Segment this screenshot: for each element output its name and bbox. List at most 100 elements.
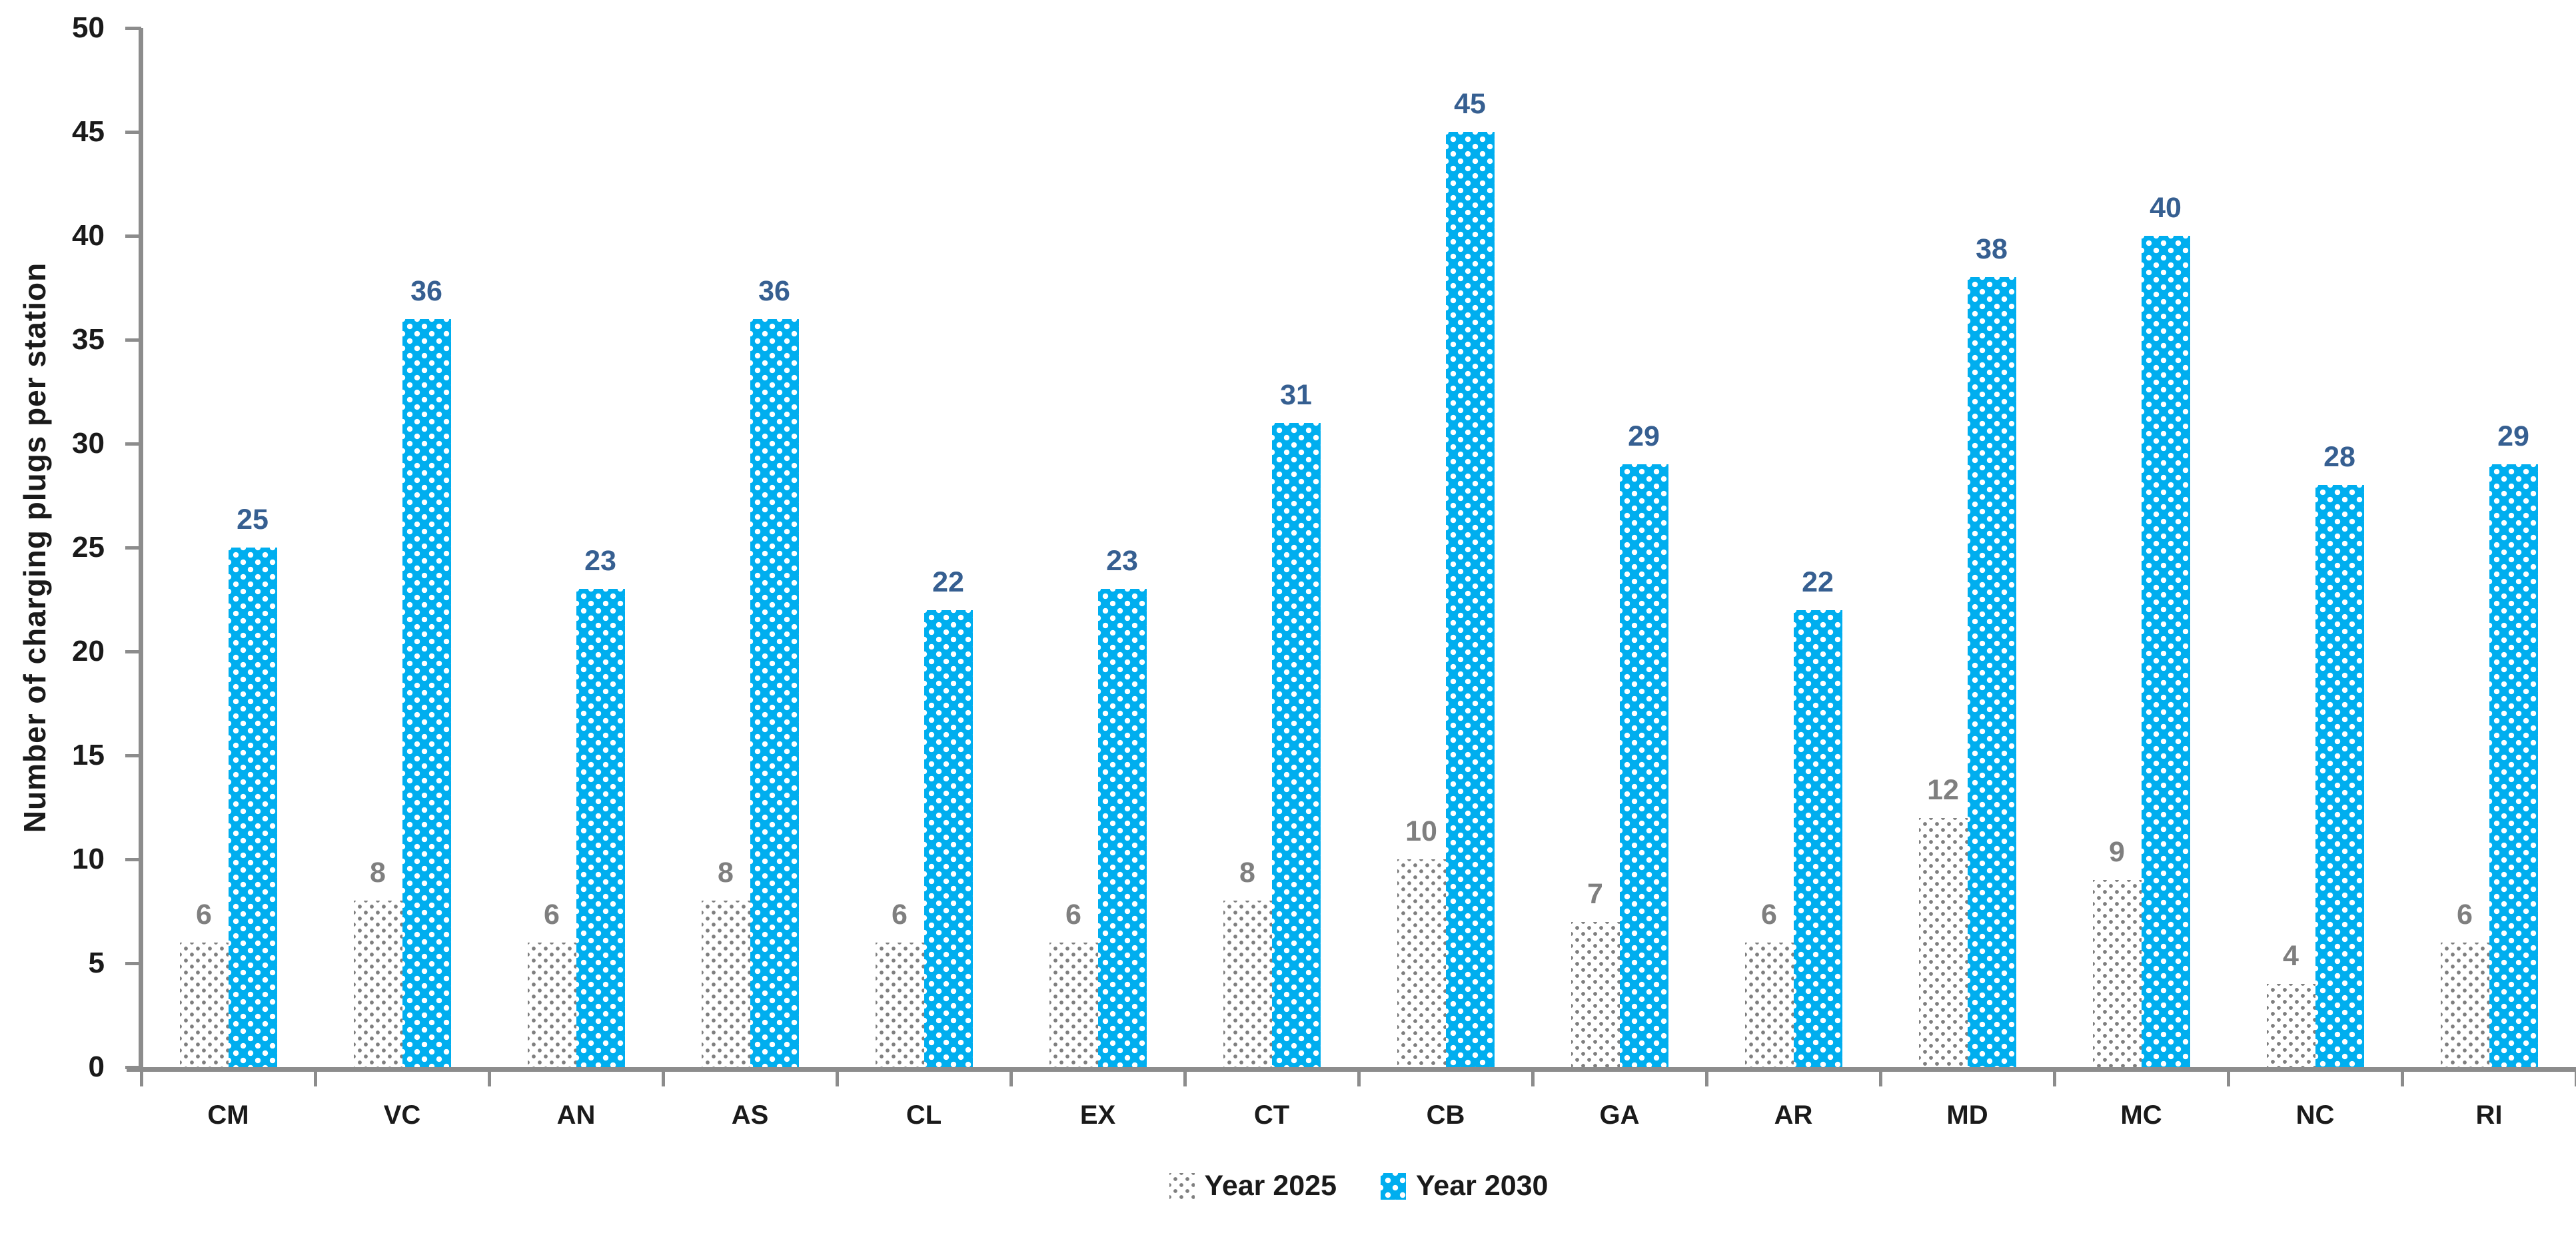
bar-group-year-2025: 6 [179, 28, 229, 1067]
bar-group-year-2030: 29 [1619, 28, 1668, 1067]
bar-md-year-2025 [1918, 817, 1968, 1067]
bar-ct-year-2030 [1271, 422, 1321, 1067]
bar-as-year-2025 [701, 901, 750, 1067]
y-tick-label: 5 [88, 947, 105, 979]
bar-vc-year-2025 [353, 901, 402, 1067]
bar-group-year-2025: 8 [353, 28, 402, 1067]
data-label-ex-year-2025: 6 [1065, 898, 1081, 931]
x-category-label-ex: EX [1079, 1100, 1116, 1130]
x-category-label-ga: GA [1599, 1100, 1640, 1130]
bar-group-year-2025: 10 [1397, 28, 1446, 1067]
x-category-label-as: AS [731, 1100, 769, 1130]
data-label-ar-year-2025: 6 [1761, 898, 1777, 931]
y-tick-mark [125, 546, 141, 550]
x-tick-mark [2400, 1070, 2404, 1086]
category-group-cm: 6 25 [141, 28, 315, 1067]
x-tick-mark [1531, 1070, 1535, 1086]
x-category-label-mc: MC [2120, 1100, 2162, 1130]
y-tick-label: 0 [88, 1050, 105, 1083]
data-label-ri-year-2025: 6 [2457, 898, 2473, 931]
y-tick-mark [125, 962, 141, 965]
y-tick-mark [125, 650, 141, 653]
category-group-ar: 6 22 [1706, 28, 1880, 1067]
data-label-mc-year-2025: 9 [2109, 836, 2125, 869]
bar-group-year-2025: 12 [1918, 28, 1968, 1067]
category-group-ri: 6 29 [2402, 28, 2576, 1067]
y-tick-label: 40 [72, 219, 105, 252]
bar-ri-year-2030 [2489, 464, 2538, 1067]
bar-cb-year-2025 [1397, 859, 1446, 1067]
y-tick-label: 50 [72, 11, 105, 44]
bar-group-year-2025: 8 [701, 28, 750, 1067]
bar-cm-year-2025 [179, 942, 229, 1067]
bar-vc-year-2030 [402, 318, 451, 1067]
bar-group-year-2025: 6 [2440, 28, 2489, 1067]
category-group-cl: 6 22 [837, 28, 1011, 1067]
bar-group-year-2030: 22 [1793, 28, 1842, 1067]
legend-swatch-year-2030-icon [1381, 1172, 1406, 1200]
y-tick-mark [125, 27, 141, 30]
x-tick-mark [661, 1070, 665, 1086]
data-label-mc-year-2030: 40 [2150, 192, 2182, 224]
x-tick-mark [2574, 1070, 2576, 1086]
bar-group-year-2025: 6 [1744, 28, 1794, 1067]
bar-group-year-2030: 36 [402, 28, 451, 1067]
x-category-label-md: MD [1946, 1100, 1988, 1130]
bar-group-year-2030: 38 [1967, 28, 2016, 1067]
x-category-label-cm: CM [207, 1100, 249, 1130]
bar-ar-year-2025 [1744, 942, 1794, 1067]
bar-group-year-2030: 23 [1097, 28, 1147, 1067]
bar-group-year-2030: 23 [576, 28, 625, 1067]
bar-cb-year-2030 [1445, 132, 1495, 1067]
bar-group-year-2025: 9 [2092, 28, 2142, 1067]
y-tick-label: 10 [72, 843, 105, 875]
y-tick-mark [125, 234, 141, 238]
category-group-vc: 8 36 [315, 28, 489, 1067]
category-group-ga: 7 29 [1533, 28, 1706, 1067]
y-tick-label: 30 [72, 427, 105, 460]
bar-cm-year-2030 [228, 548, 277, 1067]
y-tick-mark [125, 754, 141, 757]
data-label-vc-year-2030: 36 [410, 274, 442, 307]
bar-an-year-2030 [576, 589, 625, 1067]
x-category-label-ar: AR [1774, 1100, 1813, 1130]
bar-cl-year-2030 [924, 610, 973, 1067]
bar-mc-year-2025 [2092, 880, 2142, 1067]
bar-ex-year-2030 [1097, 589, 1147, 1067]
legend-label-year-2030: Year 2030 [1416, 1170, 1549, 1202]
bar-group-year-2030: 22 [924, 28, 973, 1067]
category-group-cb: 10 45 [1359, 28, 1533, 1067]
legend-item-year-2030: Year 2030 [1381, 1170, 1548, 1202]
y-tick-mark [125, 858, 141, 861]
legend-label-year-2025: Year 2025 [1204, 1170, 1337, 1202]
category-group-ct: 8 31 [1185, 28, 1359, 1067]
x-tick-mark [2052, 1070, 2056, 1086]
x-tick-mark [313, 1070, 317, 1086]
data-label-nc-year-2025: 4 [2283, 940, 2299, 973]
bar-group-year-2030: 25 [228, 28, 277, 1067]
data-label-ct-year-2030: 31 [1280, 378, 1312, 411]
x-tick-mark [1357, 1070, 1361, 1086]
y-tick-mark [125, 442, 141, 446]
data-label-nc-year-2030: 28 [2323, 441, 2355, 474]
bar-group-year-2025: 4 [2266, 28, 2315, 1067]
data-label-ri-year-2030: 29 [2497, 420, 2529, 453]
y-tick-label: 35 [72, 323, 105, 356]
data-label-an-year-2025: 6 [544, 898, 560, 931]
x-tick-mark [1878, 1070, 1882, 1086]
bar-group-year-2030: 45 [1445, 28, 1495, 1067]
legend: Year 2025 Year 2030 [141, 1170, 2576, 1202]
bar-group-year-2025: 6 [875, 28, 924, 1067]
bar-group-year-2025: 6 [527, 28, 576, 1067]
data-label-vc-year-2025: 8 [370, 857, 386, 889]
data-label-md-year-2025: 12 [1927, 773, 1959, 806]
bar-mc-year-2030 [2141, 236, 2190, 1067]
x-tick-mark [139, 1070, 143, 1086]
y-tick-label: 45 [72, 115, 105, 148]
bar-ar-year-2030 [1793, 610, 1842, 1067]
bar-group-year-2030: 36 [750, 28, 799, 1067]
legend-swatch-year-2025-icon [1169, 1172, 1195, 1200]
x-category-label-vc: VC [383, 1100, 421, 1130]
data-label-as-year-2030: 36 [758, 274, 790, 307]
bar-ex-year-2025 [1049, 942, 1098, 1067]
